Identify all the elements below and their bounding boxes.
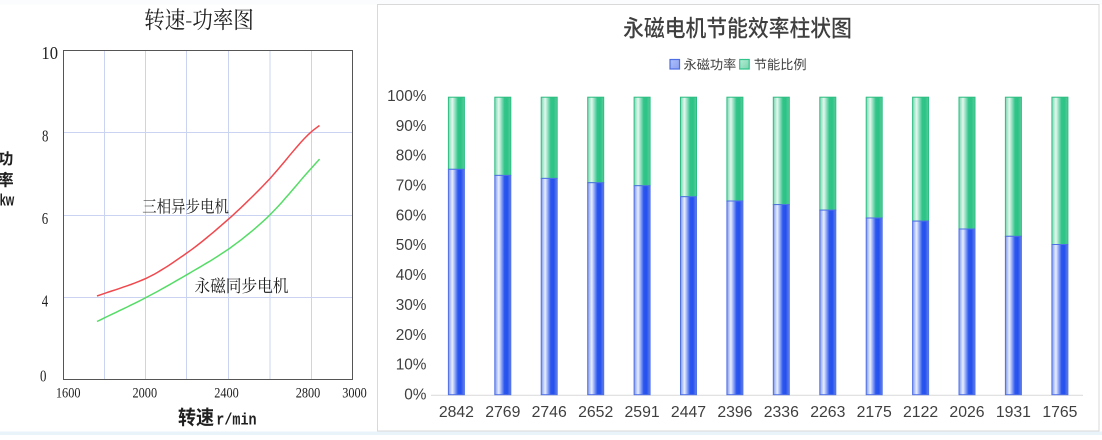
svg-text:1600: 1600 bbox=[56, 384, 81, 400]
svg-text:30%: 30% bbox=[396, 297, 427, 314]
svg-text:50%: 50% bbox=[396, 237, 427, 254]
svg-text:2336: 2336 bbox=[764, 404, 799, 421]
svg-text:2447: 2447 bbox=[671, 404, 706, 421]
svg-text:2026: 2026 bbox=[949, 404, 984, 421]
svg-text:1931: 1931 bbox=[996, 404, 1031, 421]
svg-text:0: 0 bbox=[40, 368, 46, 386]
svg-text:2842: 2842 bbox=[439, 404, 474, 421]
svg-text:70%: 70% bbox=[396, 178, 427, 195]
svg-text:kw: kw bbox=[0, 191, 15, 210]
svg-text:40%: 40% bbox=[396, 267, 427, 284]
svg-text:60%: 60% bbox=[396, 207, 427, 224]
svg-text:80%: 80% bbox=[396, 148, 427, 165]
svg-text:0%: 0% bbox=[404, 387, 427, 404]
svg-text:4: 4 bbox=[42, 293, 49, 311]
svg-text:2591: 2591 bbox=[625, 404, 660, 421]
svg-text:2396: 2396 bbox=[717, 404, 752, 421]
svg-text:20%: 20% bbox=[396, 327, 427, 344]
svg-text:2746: 2746 bbox=[532, 404, 567, 421]
svg-text:2122: 2122 bbox=[903, 404, 938, 421]
svg-text:6: 6 bbox=[42, 211, 48, 229]
svg-text:r/min: r/min bbox=[216, 410, 256, 430]
svg-text:1765: 1765 bbox=[1042, 404, 1077, 421]
svg-text:2263: 2263 bbox=[810, 404, 845, 421]
svg-text:10: 10 bbox=[41, 44, 58, 63]
svg-text:2000: 2000 bbox=[133, 384, 158, 400]
svg-text:2800: 2800 bbox=[296, 384, 321, 400]
svg-text:3000: 3000 bbox=[342, 384, 367, 400]
svg-text:2769: 2769 bbox=[485, 404, 520, 421]
svg-text:2400: 2400 bbox=[214, 384, 239, 400]
svg-text:100%: 100% bbox=[387, 88, 427, 105]
svg-text:2175: 2175 bbox=[857, 404, 892, 421]
svg-text:8: 8 bbox=[42, 128, 48, 146]
svg-text:90%: 90% bbox=[396, 118, 427, 135]
svg-text:10%: 10% bbox=[396, 357, 427, 374]
svg-text:2652: 2652 bbox=[578, 404, 613, 421]
